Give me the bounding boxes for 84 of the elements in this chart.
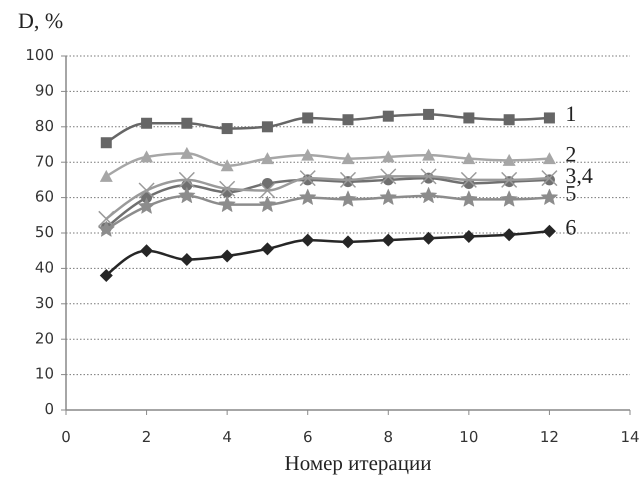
point [299, 170, 316, 186]
point [138, 182, 155, 199]
point [504, 114, 515, 126]
x-tick-label: 14 [620, 428, 640, 446]
point [541, 170, 558, 186]
point [98, 220, 115, 237]
point [220, 159, 234, 172]
x-tick-label: 12 [540, 428, 559, 446]
point [180, 146, 194, 159]
point [463, 112, 474, 124]
point [380, 168, 397, 185]
point [301, 234, 314, 247]
point [460, 190, 478, 207]
y-tick-label: 90 [34, 81, 54, 100]
x-tick-label: 2 [142, 428, 152, 446]
x-tick-label: 10 [459, 428, 478, 446]
point [138, 198, 155, 214]
series-label: 2 [565, 142, 576, 167]
point [222, 123, 233, 134]
x-tick-label: 8 [384, 428, 394, 446]
point [100, 137, 112, 148]
point [259, 182, 276, 199]
y-tick-label: 20 [34, 329, 54, 348]
series-label: 6 [565, 214, 576, 240]
point [500, 172, 518, 188]
point [262, 121, 273, 132]
point [420, 187, 437, 204]
point [544, 112, 555, 124]
point [301, 148, 314, 161]
y-tick-label: 50 [34, 223, 54, 242]
point [502, 228, 516, 242]
point [342, 152, 354, 164]
point [460, 172, 478, 188]
y-axis-title: D, % [18, 8, 64, 33]
point [260, 152, 274, 164]
point [380, 188, 397, 205]
point [382, 234, 395, 247]
y-tick-label: 30 [34, 294, 54, 312]
point [140, 244, 154, 258]
y-tick-label: 100 [25, 46, 54, 64]
point [462, 230, 476, 244]
point [220, 250, 234, 263]
point [140, 150, 154, 162]
point [462, 152, 476, 164]
point [98, 210, 115, 228]
point [181, 118, 192, 129]
y-tick-label: 80 [34, 116, 54, 135]
point [178, 187, 196, 204]
x-tick-label: 4 [222, 428, 232, 446]
point [542, 224, 556, 238]
point [100, 170, 113, 182]
y-tick-label: 10 [34, 364, 54, 383]
x-tick-label: 0 [61, 428, 71, 446]
point [500, 190, 518, 207]
y-tick-label: 60 [34, 188, 54, 206]
point [422, 232, 436, 245]
point [340, 172, 356, 188]
y-tick-label: 0 [44, 400, 54, 418]
point [259, 196, 276, 212]
point [340, 190, 356, 207]
point [180, 253, 194, 266]
point [382, 150, 395, 162]
point [342, 235, 354, 248]
point [382, 110, 394, 122]
point [178, 172, 196, 188]
x-tick-label: 6 [302, 428, 312, 446]
series-label: 1 [565, 100, 576, 126]
y-tick-label: 40 [34, 258, 54, 277]
point [502, 154, 516, 166]
point [423, 108, 434, 120]
point [100, 268, 113, 282]
point [299, 188, 316, 205]
point [260, 242, 274, 256]
x-axis-title: Номер итерации [284, 451, 432, 475]
point [218, 196, 236, 212]
point [342, 114, 354, 126]
point [141, 118, 152, 129]
point [541, 188, 558, 205]
point [302, 112, 314, 124]
point [422, 148, 436, 161]
point [420, 168, 437, 185]
y-tick-label: 70 [34, 152, 54, 170]
point [542, 152, 556, 164]
point [218, 180, 236, 197]
